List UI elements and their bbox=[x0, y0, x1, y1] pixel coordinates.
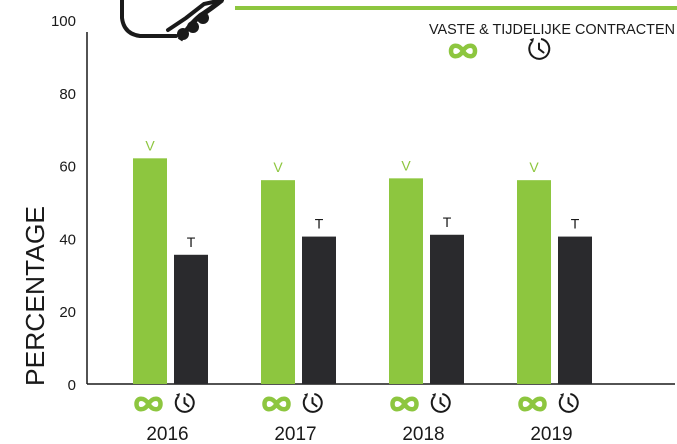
bar-V-2018 bbox=[389, 178, 423, 384]
category-infinity-icon bbox=[390, 396, 419, 412]
x-tick-label: 2019 bbox=[530, 424, 572, 444]
x-tick-label: 2018 bbox=[402, 424, 444, 444]
y-tick-label: 60 bbox=[59, 159, 76, 176]
bar-T-2016 bbox=[174, 254, 208, 384]
x-tick-label: 2016 bbox=[146, 424, 188, 444]
y-tick-label: 80 bbox=[59, 86, 76, 103]
bar-V-2019 bbox=[517, 180, 551, 384]
bar-label-V-2018: V bbox=[401, 157, 411, 173]
bar-label-T-2019: T bbox=[571, 216, 580, 232]
y-axis-label: PERCENTAGE bbox=[20, 206, 50, 386]
bar-T-2017 bbox=[302, 236, 336, 384]
handshake-icon bbox=[120, 0, 224, 42]
category-clock-icon bbox=[302, 393, 323, 413]
category-infinity-icon bbox=[134, 396, 163, 412]
category-clock-icon bbox=[430, 393, 451, 413]
bar-T-2019 bbox=[558, 236, 592, 384]
bar-T-2018 bbox=[430, 234, 464, 384]
bar-label-T-2017: T bbox=[315, 216, 324, 232]
category-infinity-icon bbox=[262, 396, 291, 412]
category-clock-icon bbox=[174, 393, 195, 413]
category-clock-icon bbox=[558, 393, 579, 413]
bar-label-V-2016: V bbox=[145, 137, 155, 153]
y-tick-label: 0 bbox=[68, 377, 76, 394]
bar-label-T-2018: T bbox=[443, 214, 452, 230]
category-infinity-icon bbox=[518, 396, 547, 412]
bar-V-2017 bbox=[261, 180, 295, 384]
bar-label-T-2016: T bbox=[187, 234, 196, 250]
legend-clock-icon bbox=[528, 38, 551, 60]
bar-V-2016 bbox=[133, 158, 167, 384]
y-tick-label: 40 bbox=[59, 231, 76, 248]
chart-title: VASTE & TIJDELIJKE CONTRACTEN bbox=[429, 21, 675, 38]
x-tick-label: 2017 bbox=[274, 424, 316, 444]
legend-infinity-icon bbox=[448, 43, 478, 59]
y-tick-label: 100 bbox=[51, 13, 76, 30]
bar-label-V-2019: V bbox=[529, 159, 539, 175]
bar-label-V-2017: V bbox=[273, 159, 283, 175]
y-tick-label: 20 bbox=[59, 304, 76, 321]
